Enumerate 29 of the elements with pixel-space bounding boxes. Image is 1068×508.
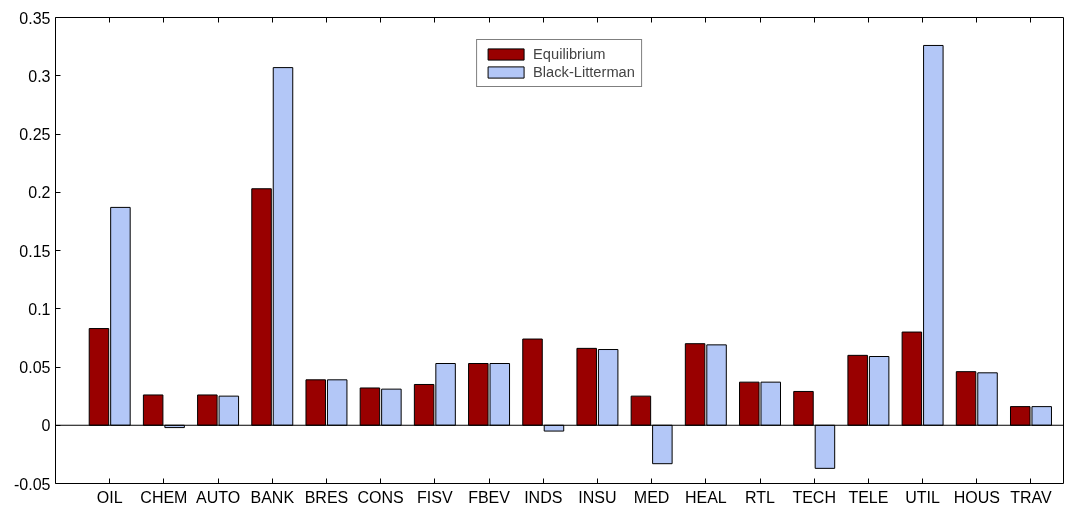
x-tick-label: HEAL — [684, 488, 727, 506]
x-tick-label: RTL — [745, 488, 776, 506]
y-tick-label: 0.3 — [28, 67, 51, 85]
x-tick-label: INDS — [524, 488, 563, 506]
x-tick-label: MED — [633, 488, 670, 506]
x-tick-label: FBEV — [468, 488, 511, 506]
x-tick-label: AUTO — [196, 488, 241, 506]
y-tick-label: 0.25 — [19, 126, 51, 143]
x-tick-label: INSU — [578, 488, 617, 506]
x-tick-label: OIL — [96, 488, 123, 506]
x-tick-label: HOUS — [953, 488, 1000, 506]
x-tick-label: TELE — [848, 488, 889, 506]
x-tick-label: BRES — [304, 488, 349, 506]
x-tick-label: UTIL — [905, 488, 941, 506]
y-tick-label: 0.15 — [19, 242, 51, 260]
x-tick-label: CONS — [357, 488, 404, 506]
legend-label: Equilibrium — [533, 46, 606, 62]
y-tick-label: 0 — [41, 417, 51, 435]
y-tick-label: 0.2 — [28, 184, 51, 202]
y-tick-label: 0.05 — [19, 359, 51, 376]
x-tick-label: CHEM — [140, 488, 188, 506]
y-tick-label: -0.05 — [14, 475, 51, 493]
x-tick-label: TRAV — [1010, 488, 1053, 506]
x-tick-label: BANK — [250, 488, 295, 506]
y-tick-label: 0.35 — [19, 9, 51, 27]
x-tick-label: TECH — [792, 488, 836, 506]
x-tick-label: FISV — [417, 488, 453, 506]
legend-label: Black-Litterman — [533, 64, 635, 80]
y-tick-label: 0.1 — [28, 300, 51, 318]
